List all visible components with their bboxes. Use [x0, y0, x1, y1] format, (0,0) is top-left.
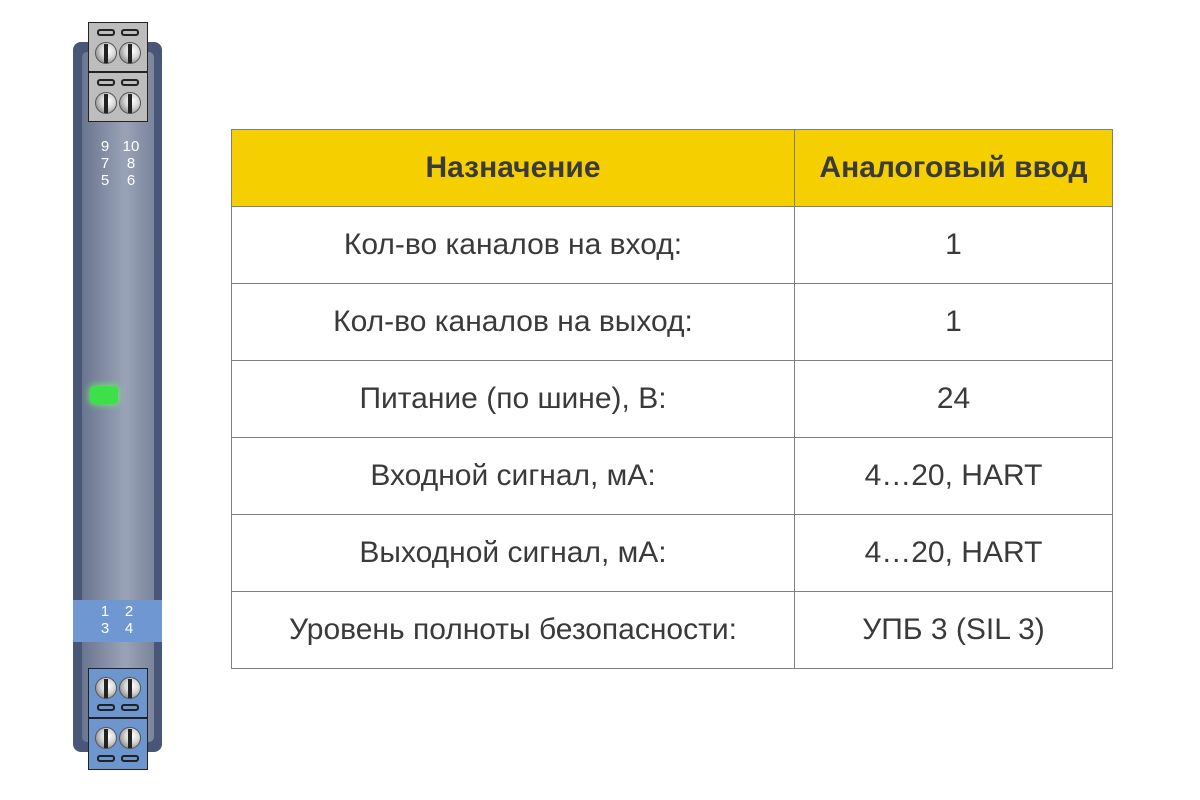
param-name: Кол-во каналов на вход: — [231, 206, 795, 284]
terminal-label: 9 — [100, 138, 110, 155]
terminal-labels-right: 2 4 — [120, 603, 138, 637]
table-header-row: Назначение Аналоговый ввод — [231, 129, 1113, 207]
header-cell: Назначение — [231, 129, 795, 207]
param-name: Выходной сигнал, мА: — [231, 514, 795, 592]
header-cell: Аналоговый ввод — [794, 129, 1113, 207]
screw-icon — [95, 677, 117, 699]
terminal-slot — [121, 79, 139, 86]
screw-icon — [95, 92, 117, 114]
param-name: Питание (по шине), В: — [231, 360, 795, 438]
terminal-labels-left: 1 3 — [96, 603, 114, 637]
param-name: Кол-во каналов на выход: — [231, 283, 795, 361]
terminal-slot — [121, 29, 139, 36]
screw-icon — [119, 727, 141, 749]
terminal-label: 5 — [100, 172, 110, 189]
screw-icon — [119, 42, 141, 64]
specs-table: Назначение Аналоговый ввод Кол-во канало… — [231, 129, 1113, 669]
label-band — [73, 600, 162, 642]
terminal-labels-left: 9 7 5 — [96, 138, 114, 189]
top-terminal-block-1 — [88, 22, 148, 72]
param-name: Уровень полноты безопасности: — [231, 591, 795, 669]
terminal-label: 4 — [124, 620, 134, 637]
table-row: Выходной сигнал, мА: 4…20, HART — [231, 514, 1113, 592]
terminal-label: 8 — [126, 155, 136, 172]
screw-icon — [119, 92, 141, 114]
table-row: Кол-во каналов на вход: 1 — [231, 206, 1113, 284]
param-value: 1 — [794, 206, 1113, 284]
terminal-label: 10 — [122, 138, 140, 155]
terminal-label: 7 — [100, 155, 110, 172]
param-value: 24 — [794, 360, 1113, 438]
param-name: Входной сигнал, мА: — [231, 437, 795, 515]
terminal-label: 6 — [126, 172, 136, 189]
terminal-slot — [121, 755, 139, 762]
screw-icon — [95, 727, 117, 749]
terminal-label: 1 — [100, 603, 110, 620]
screw-icon — [119, 677, 141, 699]
terminal-labels-right: 10 8 6 — [120, 138, 142, 189]
table-row: Входной сигнал, мА: 4…20, HART — [231, 437, 1113, 515]
table-row: Кол-во каналов на выход: 1 — [231, 283, 1113, 361]
terminal-slot — [97, 704, 115, 711]
terminal-label: 3 — [100, 620, 110, 637]
terminal-slot — [121, 704, 139, 711]
param-value: УПБ 3 (SIL 3) — [794, 591, 1113, 669]
terminal-slot — [97, 29, 115, 36]
table-row: Уровень полноты безопасности: УПБ 3 (SIL … — [231, 591, 1113, 669]
terminal-label: 2 — [124, 603, 134, 620]
param-value: 1 — [794, 283, 1113, 361]
bottom-terminal-block-1 — [88, 668, 148, 718]
terminal-slot — [97, 755, 115, 762]
screw-icon — [95, 42, 117, 64]
terminal-slot — [97, 79, 115, 86]
top-terminal-block-2 — [88, 72, 148, 122]
status-led — [90, 386, 118, 404]
param-value: 4…20, HART — [794, 437, 1113, 515]
bottom-terminal-block-2 — [88, 718, 148, 770]
param-value: 4…20, HART — [794, 514, 1113, 592]
table-row: Питание (по шине), В: 24 — [231, 360, 1113, 438]
